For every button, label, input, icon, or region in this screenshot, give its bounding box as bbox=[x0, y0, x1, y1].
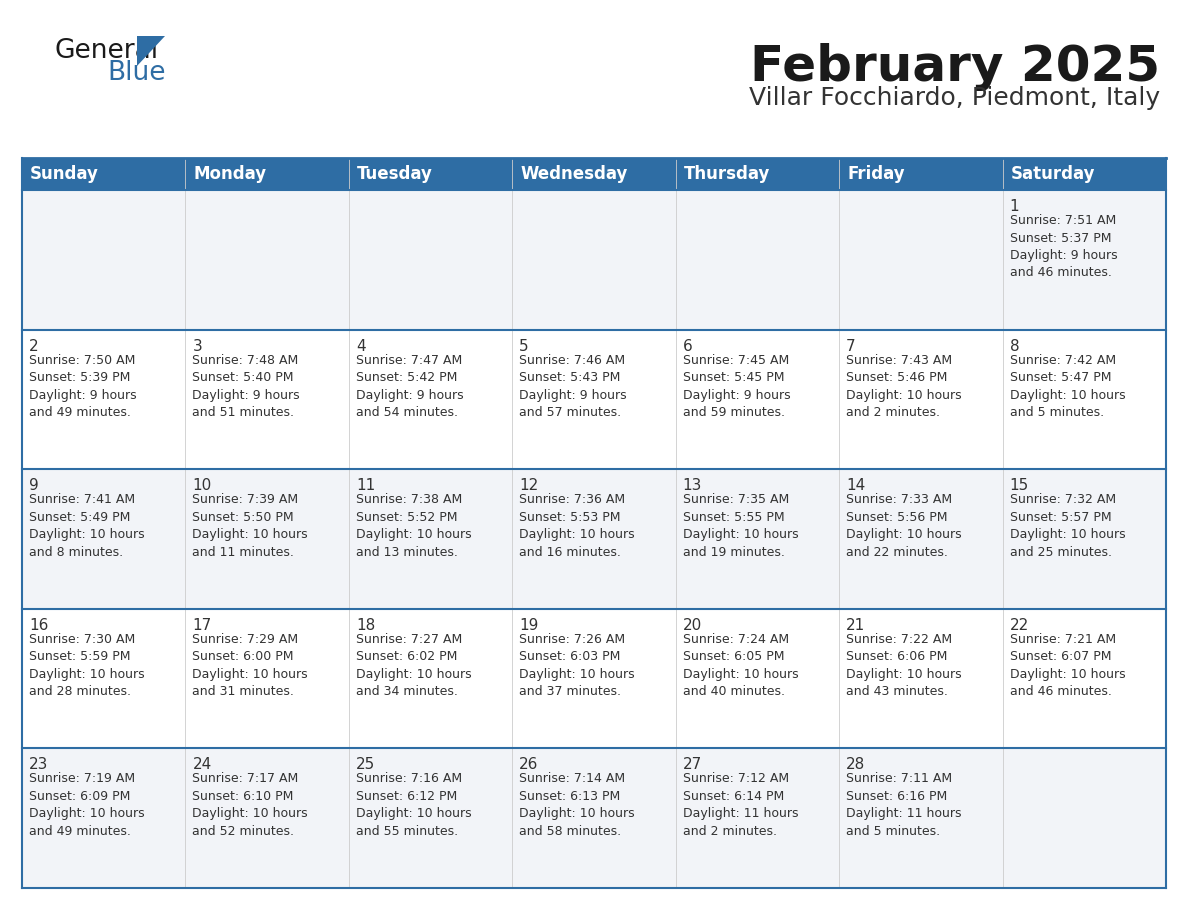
Text: Sunrise: 7:26 AM
Sunset: 6:03 PM
Daylight: 10 hours
and 37 minutes.: Sunrise: 7:26 AM Sunset: 6:03 PM Dayligh… bbox=[519, 633, 634, 699]
Text: Sunrise: 7:33 AM
Sunset: 5:56 PM
Daylight: 10 hours
and 22 minutes.: Sunrise: 7:33 AM Sunset: 5:56 PM Dayligh… bbox=[846, 493, 962, 559]
Text: Sunrise: 7:45 AM
Sunset: 5:45 PM
Daylight: 9 hours
and 59 minutes.: Sunrise: 7:45 AM Sunset: 5:45 PM Dayligh… bbox=[683, 353, 790, 420]
Text: 16: 16 bbox=[29, 618, 49, 633]
Bar bbox=[185, 158, 349, 190]
Bar bbox=[23, 330, 1165, 469]
Text: 21: 21 bbox=[846, 618, 865, 633]
Text: 22: 22 bbox=[1010, 618, 1029, 633]
Text: 24: 24 bbox=[192, 757, 211, 772]
Text: Saturday: Saturday bbox=[1011, 165, 1095, 183]
Text: Sunrise: 7:30 AM
Sunset: 5:59 PM
Daylight: 10 hours
and 28 minutes.: Sunrise: 7:30 AM Sunset: 5:59 PM Dayligh… bbox=[29, 633, 145, 699]
Text: Sunrise: 7:14 AM
Sunset: 6:13 PM
Daylight: 10 hours
and 58 minutes.: Sunrise: 7:14 AM Sunset: 6:13 PM Dayligh… bbox=[519, 772, 634, 838]
Text: Sunrise: 7:21 AM
Sunset: 6:07 PM
Daylight: 10 hours
and 46 minutes.: Sunrise: 7:21 AM Sunset: 6:07 PM Dayligh… bbox=[1010, 633, 1125, 699]
Text: Sunrise: 7:42 AM
Sunset: 5:47 PM
Daylight: 10 hours
and 5 minutes.: Sunrise: 7:42 AM Sunset: 5:47 PM Dayligh… bbox=[1010, 353, 1125, 420]
Text: 19: 19 bbox=[519, 618, 538, 633]
Text: Sunrise: 7:24 AM
Sunset: 6:05 PM
Daylight: 10 hours
and 40 minutes.: Sunrise: 7:24 AM Sunset: 6:05 PM Dayligh… bbox=[683, 633, 798, 699]
Bar bbox=[512, 158, 676, 190]
Text: Sunrise: 7:35 AM
Sunset: 5:55 PM
Daylight: 10 hours
and 19 minutes.: Sunrise: 7:35 AM Sunset: 5:55 PM Dayligh… bbox=[683, 493, 798, 559]
Text: Sunrise: 7:17 AM
Sunset: 6:10 PM
Daylight: 10 hours
and 52 minutes.: Sunrise: 7:17 AM Sunset: 6:10 PM Dayligh… bbox=[192, 772, 308, 838]
Text: 4: 4 bbox=[356, 339, 366, 353]
Text: Sunrise: 7:36 AM
Sunset: 5:53 PM
Daylight: 10 hours
and 16 minutes.: Sunrise: 7:36 AM Sunset: 5:53 PM Dayligh… bbox=[519, 493, 634, 559]
Text: Sunrise: 7:48 AM
Sunset: 5:40 PM
Daylight: 9 hours
and 51 minutes.: Sunrise: 7:48 AM Sunset: 5:40 PM Dayligh… bbox=[192, 353, 301, 420]
Text: 14: 14 bbox=[846, 478, 865, 493]
Text: Wednesday: Wednesday bbox=[520, 165, 627, 183]
Text: 1: 1 bbox=[1010, 199, 1019, 214]
Text: Friday: Friday bbox=[847, 165, 905, 183]
Text: 2: 2 bbox=[29, 339, 39, 353]
Text: Sunrise: 7:27 AM
Sunset: 6:02 PM
Daylight: 10 hours
and 34 minutes.: Sunrise: 7:27 AM Sunset: 6:02 PM Dayligh… bbox=[356, 633, 472, 699]
Text: 7: 7 bbox=[846, 339, 855, 353]
Text: 28: 28 bbox=[846, 757, 865, 772]
Bar bbox=[349, 158, 512, 190]
Text: 23: 23 bbox=[29, 757, 49, 772]
Text: 8: 8 bbox=[1010, 339, 1019, 353]
Text: Villar Focchiardo, Piedmont, Italy: Villar Focchiardo, Piedmont, Italy bbox=[748, 86, 1159, 110]
Text: 12: 12 bbox=[519, 478, 538, 493]
Text: General: General bbox=[55, 38, 159, 64]
Text: 11: 11 bbox=[356, 478, 375, 493]
Text: Monday: Monday bbox=[194, 165, 266, 183]
Text: Sunrise: 7:41 AM
Sunset: 5:49 PM
Daylight: 10 hours
and 8 minutes.: Sunrise: 7:41 AM Sunset: 5:49 PM Dayligh… bbox=[29, 493, 145, 559]
Text: 5: 5 bbox=[519, 339, 529, 353]
Bar bbox=[23, 748, 1165, 888]
Text: Sunrise: 7:47 AM
Sunset: 5:42 PM
Daylight: 9 hours
and 54 minutes.: Sunrise: 7:47 AM Sunset: 5:42 PM Dayligh… bbox=[356, 353, 463, 420]
Text: 3: 3 bbox=[192, 339, 202, 353]
Text: 15: 15 bbox=[1010, 478, 1029, 493]
Bar bbox=[23, 469, 1165, 609]
Polygon shape bbox=[137, 36, 165, 66]
Text: February 2025: February 2025 bbox=[750, 43, 1159, 91]
Text: Sunrise: 7:22 AM
Sunset: 6:06 PM
Daylight: 10 hours
and 43 minutes.: Sunrise: 7:22 AM Sunset: 6:06 PM Dayligh… bbox=[846, 633, 962, 699]
Text: Sunrise: 7:11 AM
Sunset: 6:16 PM
Daylight: 11 hours
and 5 minutes.: Sunrise: 7:11 AM Sunset: 6:16 PM Dayligh… bbox=[846, 772, 961, 838]
Text: 6: 6 bbox=[683, 339, 693, 353]
Text: Sunrise: 7:46 AM
Sunset: 5:43 PM
Daylight: 9 hours
and 57 minutes.: Sunrise: 7:46 AM Sunset: 5:43 PM Dayligh… bbox=[519, 353, 627, 420]
Bar bbox=[23, 609, 1165, 748]
Text: Sunday: Sunday bbox=[30, 165, 99, 183]
Text: Sunrise: 7:50 AM
Sunset: 5:39 PM
Daylight: 9 hours
and 49 minutes.: Sunrise: 7:50 AM Sunset: 5:39 PM Dayligh… bbox=[29, 353, 137, 420]
Text: Sunrise: 7:19 AM
Sunset: 6:09 PM
Daylight: 10 hours
and 49 minutes.: Sunrise: 7:19 AM Sunset: 6:09 PM Dayligh… bbox=[29, 772, 145, 838]
Text: 17: 17 bbox=[192, 618, 211, 633]
Bar bbox=[676, 158, 839, 190]
Text: Tuesday: Tuesday bbox=[356, 165, 432, 183]
Text: 20: 20 bbox=[683, 618, 702, 633]
Text: Blue: Blue bbox=[107, 60, 165, 86]
Bar bbox=[23, 158, 185, 190]
Text: 26: 26 bbox=[519, 757, 538, 772]
Bar bbox=[839, 158, 1003, 190]
Text: Sunrise: 7:38 AM
Sunset: 5:52 PM
Daylight: 10 hours
and 13 minutes.: Sunrise: 7:38 AM Sunset: 5:52 PM Dayligh… bbox=[356, 493, 472, 559]
Text: Sunrise: 7:32 AM
Sunset: 5:57 PM
Daylight: 10 hours
and 25 minutes.: Sunrise: 7:32 AM Sunset: 5:57 PM Dayligh… bbox=[1010, 493, 1125, 559]
Text: Thursday: Thursday bbox=[684, 165, 770, 183]
Bar bbox=[23, 190, 1165, 330]
Bar bbox=[1003, 158, 1165, 190]
Text: Sunrise: 7:51 AM
Sunset: 5:37 PM
Daylight: 9 hours
and 46 minutes.: Sunrise: 7:51 AM Sunset: 5:37 PM Dayligh… bbox=[1010, 214, 1117, 279]
Text: Sunrise: 7:43 AM
Sunset: 5:46 PM
Daylight: 10 hours
and 2 minutes.: Sunrise: 7:43 AM Sunset: 5:46 PM Dayligh… bbox=[846, 353, 962, 420]
Text: 25: 25 bbox=[356, 757, 375, 772]
Text: Sunrise: 7:16 AM
Sunset: 6:12 PM
Daylight: 10 hours
and 55 minutes.: Sunrise: 7:16 AM Sunset: 6:12 PM Dayligh… bbox=[356, 772, 472, 838]
Text: 18: 18 bbox=[356, 618, 375, 633]
Text: 27: 27 bbox=[683, 757, 702, 772]
Text: Sunrise: 7:39 AM
Sunset: 5:50 PM
Daylight: 10 hours
and 11 minutes.: Sunrise: 7:39 AM Sunset: 5:50 PM Dayligh… bbox=[192, 493, 308, 559]
Text: 10: 10 bbox=[192, 478, 211, 493]
Text: Sunrise: 7:29 AM
Sunset: 6:00 PM
Daylight: 10 hours
and 31 minutes.: Sunrise: 7:29 AM Sunset: 6:00 PM Dayligh… bbox=[192, 633, 308, 699]
Text: 13: 13 bbox=[683, 478, 702, 493]
Text: 9: 9 bbox=[29, 478, 39, 493]
Text: Sunrise: 7:12 AM
Sunset: 6:14 PM
Daylight: 11 hours
and 2 minutes.: Sunrise: 7:12 AM Sunset: 6:14 PM Dayligh… bbox=[683, 772, 798, 838]
